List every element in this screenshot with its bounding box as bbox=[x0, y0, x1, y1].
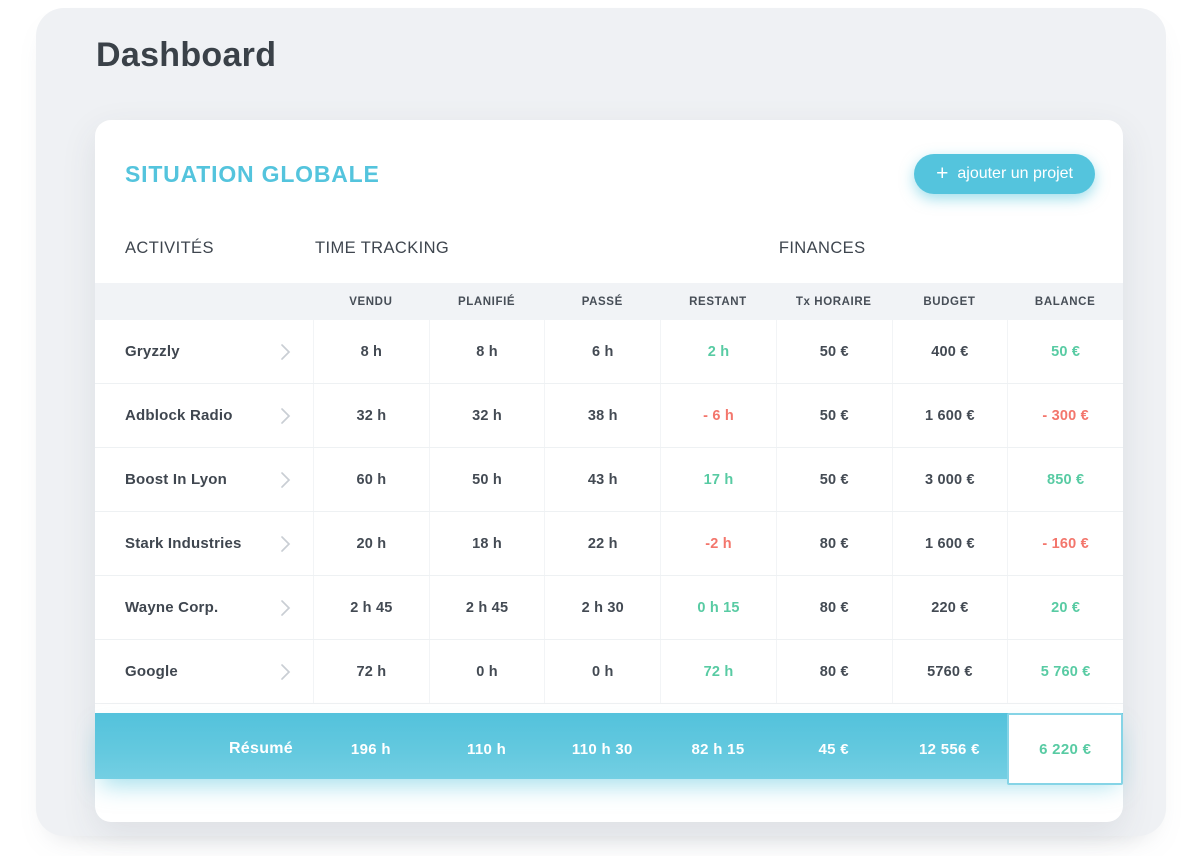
cell-vendu: 2 h 45 bbox=[313, 576, 429, 639]
project-name-cell: Stark Industries bbox=[95, 512, 313, 575]
project-name: Stark Industries bbox=[125, 535, 242, 552]
cell-balance: 50 € bbox=[1007, 320, 1123, 383]
cell-vendu: 32 h bbox=[313, 384, 429, 447]
summary-label: Résumé bbox=[228, 740, 293, 757]
project-name-cell: Gryzzly bbox=[95, 320, 313, 383]
project-name: Wayne Corp. bbox=[125, 599, 219, 616]
cell-planifie: 2 h 45 bbox=[428, 576, 545, 639]
cell-passe: 6 h bbox=[544, 320, 660, 383]
add-project-button[interactable]: + ajouter un projet bbox=[914, 154, 1095, 194]
project-row-boost-in-lyon[interactable]: Boost In Lyon 60 h 50 h 43 h 17 h 50 € 3… bbox=[95, 448, 1123, 512]
cell-vendu: 60 h bbox=[313, 448, 429, 511]
project-name: Adblock Radio bbox=[125, 407, 233, 424]
project-name: Boost In Lyon bbox=[125, 471, 228, 488]
cell-planifie: 8 h bbox=[428, 320, 545, 383]
project-name: Google bbox=[125, 663, 178, 680]
column-header-tx-horaire: Tx HORAIRE bbox=[795, 295, 872, 308]
cell-restant: -2 h bbox=[660, 512, 776, 575]
cell-tx-horaire: 50 € bbox=[775, 448, 892, 511]
cell-restant: 2 h bbox=[660, 320, 776, 383]
cell-tx-horaire: 80 € bbox=[775, 576, 892, 639]
project-row-google[interactable]: Google 72 h 0 h 0 h 72 h 80 € 5760 € 5 7… bbox=[95, 640, 1123, 704]
cell-budget: 1 600 € bbox=[891, 384, 1008, 447]
cell-planifie: 50 h bbox=[428, 448, 545, 511]
column-header-balance: BALANCE bbox=[1034, 295, 1096, 308]
chevron-right-icon[interactable] bbox=[280, 535, 291, 553]
section-time-tracking: TIME TRACKING bbox=[315, 238, 450, 257]
section-activities: ACTIVITÉS bbox=[125, 238, 214, 257]
cell-planifie: 18 h bbox=[428, 512, 545, 575]
project-name: Gryzzly bbox=[125, 343, 180, 360]
cell-balance: 5 760 € bbox=[1007, 640, 1123, 703]
column-header-passe: PASSÉ bbox=[581, 295, 623, 308]
chevron-right-icon[interactable] bbox=[280, 599, 291, 617]
page-title: Dashboard bbox=[96, 36, 277, 74]
project-name-cell: Google bbox=[95, 640, 313, 703]
cell-passe: 38 h bbox=[544, 384, 660, 447]
summary-planifie: 110 h bbox=[467, 740, 507, 758]
cell-vendu: 72 h bbox=[313, 640, 429, 703]
project-row-stark-industries[interactable]: Stark Industries 20 h 18 h 22 h -2 h 80 … bbox=[95, 512, 1123, 576]
cell-tx-horaire: 50 € bbox=[775, 320, 892, 383]
summary-budget: 12 556 € bbox=[919, 740, 980, 758]
column-header-vendu: VENDU bbox=[349, 295, 393, 308]
cell-passe: 2 h 30 bbox=[544, 576, 660, 639]
cell-restant: 17 h bbox=[660, 448, 776, 511]
cell-budget: 5760 € bbox=[891, 640, 1008, 703]
cell-balance: - 160 € bbox=[1007, 512, 1123, 575]
project-name-cell: Wayne Corp. bbox=[95, 576, 313, 639]
column-header-budget: BUDGET bbox=[923, 295, 976, 308]
card-title: SITUATION GLOBALE bbox=[125, 160, 380, 187]
chevron-right-icon[interactable] bbox=[280, 663, 291, 681]
summary-passe: 110 h 30 bbox=[571, 740, 633, 758]
cell-tx-horaire: 80 € bbox=[775, 512, 892, 575]
cell-vendu: 20 h bbox=[313, 512, 429, 575]
cell-budget: 3 000 € bbox=[891, 448, 1008, 511]
summary-tx-horaire: 45 € bbox=[818, 740, 849, 758]
cell-balance: 850 € bbox=[1007, 448, 1123, 511]
cell-budget: 1 600 € bbox=[891, 512, 1008, 575]
situation-globale-card: SITUATION GLOBALE + ajouter un projet AC… bbox=[95, 120, 1123, 822]
chevron-right-icon[interactable] bbox=[280, 471, 291, 489]
chevron-right-icon[interactable] bbox=[280, 407, 291, 425]
cell-planifie: 32 h bbox=[428, 384, 545, 447]
cell-tx-horaire: 50 € bbox=[775, 384, 892, 447]
cell-restant: - 6 h bbox=[660, 384, 776, 447]
summary-row: Résumé 196 h 110 h 110 h 30 82 h 15 45 €… bbox=[95, 713, 1123, 785]
cell-balance: 20 € bbox=[1007, 576, 1123, 639]
table-section-header: ACTIVITÉS TIME TRACKING FINANCES bbox=[95, 235, 1123, 261]
add-project-label: ajouter un projet bbox=[957, 165, 1073, 182]
app-background-panel: Dashboard SITUATION GLOBALE + ajouter un… bbox=[36, 8, 1166, 836]
cell-vendu: 8 h bbox=[313, 320, 429, 383]
chevron-right-icon[interactable] bbox=[280, 343, 291, 361]
plus-icon: + bbox=[936, 161, 949, 185]
summary-balance-box: 6 220 € bbox=[1007, 713, 1123, 785]
cell-planifie: 0 h bbox=[428, 640, 545, 703]
project-row-adblock-radio[interactable]: Adblock Radio 32 h 32 h 38 h - 6 h 50 € … bbox=[95, 384, 1123, 448]
cell-restant: 72 h bbox=[660, 640, 776, 703]
summary-vendu: 196 h bbox=[350, 740, 391, 758]
project-row-wayne-corp[interactable]: Wayne Corp. 2 h 45 2 h 45 2 h 30 0 h 15 … bbox=[95, 576, 1123, 640]
card-header: SITUATION GLOBALE + ajouter un projet bbox=[125, 154, 1095, 194]
cell-restant: 0 h 15 bbox=[660, 576, 776, 639]
column-header-restant: RESTANT bbox=[689, 295, 747, 308]
cell-passe: 22 h bbox=[544, 512, 660, 575]
cell-tx-horaire: 80 € bbox=[775, 640, 892, 703]
cell-budget: 220 € bbox=[891, 576, 1008, 639]
project-name-cell: Boost In Lyon bbox=[95, 448, 313, 511]
section-finances: FINANCES bbox=[778, 238, 866, 257]
project-name-cell: Adblock Radio bbox=[95, 384, 313, 447]
cell-passe: 0 h bbox=[544, 640, 660, 703]
project-row-gryzzly[interactable]: Gryzzly 8 h 8 h 6 h 2 h 50 € 400 € 50 € bbox=[95, 320, 1123, 384]
cell-passe: 43 h bbox=[544, 448, 660, 511]
cell-budget: 400 € bbox=[891, 320, 1008, 383]
column-header-planifie: PLANIFIÉ bbox=[457, 295, 516, 308]
cell-balance: - 300 € bbox=[1007, 384, 1123, 447]
table-column-header-row: VENDU PLANIFIÉ PASSÉ RESTANT Tx HORAIRE … bbox=[95, 283, 1123, 320]
summary-restant: 82 h 15 bbox=[691, 740, 745, 758]
